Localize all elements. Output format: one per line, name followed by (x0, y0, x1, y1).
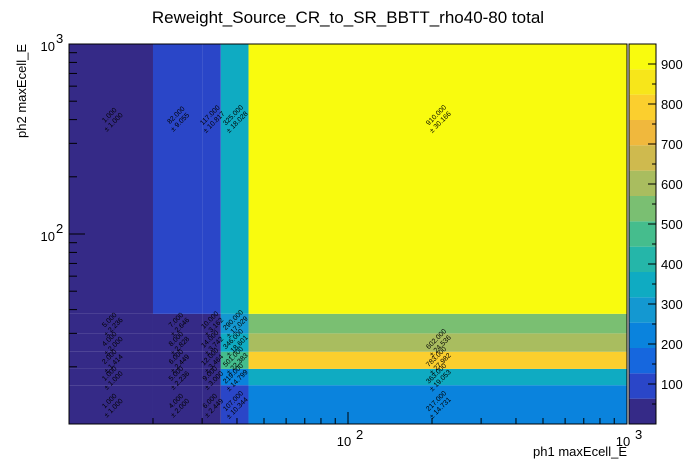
heatmap-cell (220, 385, 249, 424)
y-tick-label: 10 (41, 229, 55, 244)
y-tick-exponent: 2 (56, 221, 63, 236)
color-scale-band (629, 297, 656, 323)
heatmap-cell (202, 313, 221, 334)
x-tick-label: 10 (337, 434, 351, 449)
heatmap-cell (69, 351, 153, 369)
heatmap-cells (69, 44, 627, 424)
chart-title: Reweight_Source_CR_to_SR_BBTT_rho40-80 t… (152, 8, 544, 27)
heatmap-cell (202, 385, 221, 424)
y-tick-exponent: 3 (56, 31, 63, 46)
x-tick-exponent: 2 (356, 427, 363, 442)
color-scale-band (629, 246, 656, 272)
color-scale-band (629, 44, 656, 70)
heatmap-cell (152, 333, 203, 352)
color-scale-frame (628, 43, 657, 425)
heatmap-cell (69, 313, 153, 334)
heatmap-cell (69, 44, 153, 314)
color-scale-band (629, 120, 656, 146)
heatmap-cell (220, 44, 249, 314)
heatmap-cell (152, 368, 203, 386)
color-scale: 100 200 300 400 500 600 700 800 900 (628, 43, 683, 425)
heatmap-cell (152, 385, 203, 424)
color-scale-band (629, 398, 656, 424)
heatmap-cell (152, 44, 203, 314)
heatmap-cell (248, 313, 627, 334)
color-scale-band (629, 145, 656, 171)
heatmap-cell (202, 333, 221, 352)
heatmap-cell (202, 44, 221, 314)
color-scale-tick-label: 700 (661, 137, 683, 152)
heatmap-cell (248, 368, 627, 386)
heatmap-cell (152, 351, 203, 369)
heatmap-cell (220, 313, 249, 334)
color-scale-band (629, 348, 656, 374)
color-scale-band (629, 272, 656, 298)
y-tick-label: 10 (41, 39, 55, 54)
x-axis: 10 2 10 3 (68, 412, 642, 449)
color-scale-tick-label: 800 (661, 97, 683, 112)
heatmap-cell (69, 385, 153, 424)
heatmap-cell (69, 368, 153, 386)
heatmap-cell (248, 44, 627, 314)
color-scale-band (629, 221, 656, 247)
color-scale-tick-label: 500 (661, 217, 683, 232)
color-scale-tick-label: 400 (661, 257, 683, 272)
color-scale-band (629, 373, 656, 399)
color-scale-tick-label: 300 (661, 297, 683, 312)
color-scale-band (629, 170, 656, 196)
x-tick-label: 10 (616, 434, 630, 449)
heatmap-cell (220, 333, 249, 352)
plot-area: 1.000± 1.000 4.000± 2.000 6.000± 2.449107.… (69, 44, 627, 424)
heatmap-cell (69, 333, 153, 352)
heatmap-cell (220, 351, 249, 369)
color-scale-tick-label: 900 (661, 57, 683, 72)
color-scale-band (629, 69, 656, 95)
heatmap-cell (248, 385, 627, 424)
color-scale-band (629, 94, 656, 120)
x-axis-title: ph1 maxEcell_E (533, 444, 627, 459)
color-scale-band (629, 196, 656, 222)
color-scale-tick-label: 200 (661, 337, 683, 352)
heatmap-cell (152, 313, 203, 334)
color-scale-tick-label: 100 (661, 377, 683, 392)
heatmap-cell (248, 351, 627, 369)
heatmap-cell (220, 368, 249, 386)
color-scale-tick-label: 600 (661, 177, 683, 192)
heatmap-cell (202, 368, 221, 386)
heatmap-cell (248, 333, 627, 352)
y-axis-title: ph2 maxEcell_E (14, 44, 29, 138)
x-tick-exponent: 3 (635, 427, 642, 442)
heatmap-cell (202, 351, 221, 369)
